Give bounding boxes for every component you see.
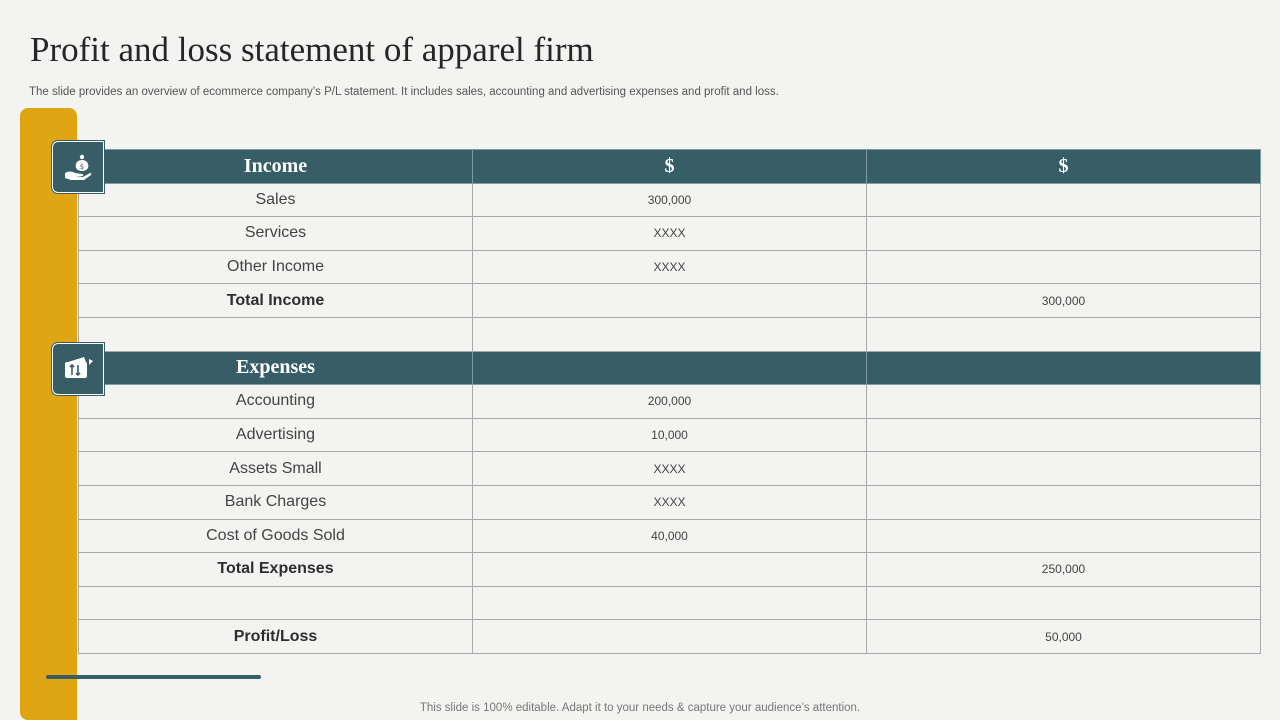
empty-cell: [866, 585, 1261, 621]
row-total: [866, 417, 1261, 453]
empty-cell: [866, 316, 1261, 352]
page-subtitle: The slide provides an overview of ecomme…: [29, 86, 779, 98]
row-total: 50,000: [866, 619, 1261, 654]
row-label: Total Income: [78, 283, 473, 318]
table-row-empty: [78, 316, 1261, 352]
income-header-label: Income: [78, 149, 473, 184]
row-amount: XXXX: [472, 216, 867, 251]
row-amount: XXXX: [472, 451, 867, 486]
wallet-transfer-icon: [65, 357, 93, 378]
table-row: Other Income XXXX: [78, 249, 1261, 285]
table-row: Sales 300,000: [78, 182, 1261, 218]
row-amount: 40,000: [472, 518, 867, 554]
decorative-underline: [46, 675, 261, 679]
row-total: 300,000: [866, 283, 1261, 318]
row-label: Bank Charges: [78, 484, 473, 520]
row-total: [866, 484, 1261, 520]
row-total: [866, 182, 1261, 218]
pl-table-container: Income $ $ Sales 300,000 Services XXXX O…: [78, 149, 1261, 654]
svg-text:$: $: [80, 163, 84, 171]
row-total: 250,000: [866, 552, 1261, 587]
row-amount: 10,000: [472, 417, 867, 453]
row-total: [866, 384, 1261, 419]
row-amount: [472, 283, 867, 318]
row-total: [866, 216, 1261, 251]
row-label: Sales: [78, 182, 473, 218]
money-bag-hand-icon: $: [65, 154, 92, 180]
row-total: [866, 249, 1261, 285]
row-label: Cost of Goods Sold: [78, 518, 473, 554]
table-row: Advertising 10,000: [78, 417, 1261, 453]
footer-note: This slide is 100% editable. Adapt it to…: [419, 702, 861, 714]
pl-table: Income $ $ Sales 300,000 Services XXXX O…: [78, 149, 1261, 654]
empty-cell: [472, 316, 867, 352]
expenses-header-col2: [472, 350, 867, 386]
page-title: Profit and loss statement of apparel fir…: [30, 30, 594, 69]
table-row: Bank Charges XXXX: [78, 484, 1261, 520]
row-label: Advertising: [78, 417, 473, 453]
income-header-col3: $: [866, 149, 1261, 184]
expenses-icon-box: [52, 343, 104, 395]
accent-side-bar: [20, 108, 77, 720]
row-amount: 300,000: [472, 182, 867, 218]
empty-cell: [78, 316, 473, 352]
row-amount: [472, 619, 867, 654]
table-row: Cost of Goods Sold 40,000: [78, 518, 1261, 554]
table-row: Accounting 200,000: [78, 384, 1261, 419]
profit-loss-row: Profit/Loss 50,000: [78, 619, 1261, 654]
row-amount: [472, 552, 867, 587]
table-row: Total Income 300,000: [78, 283, 1261, 318]
row-amount: 200,000: [472, 384, 867, 419]
row-total: [866, 518, 1261, 554]
row-label: Accounting: [78, 384, 473, 419]
expenses-header-label: Expenses: [78, 350, 473, 386]
expenses-header-col3: [866, 350, 1261, 386]
row-label: Assets Small: [78, 451, 473, 486]
row-amount: XXXX: [472, 249, 867, 285]
row-label: Other Income: [78, 249, 473, 285]
table-row-empty: [78, 585, 1261, 621]
row-label: Services: [78, 216, 473, 251]
row-label: Profit/Loss: [78, 619, 473, 654]
income-header-row: Income $ $: [78, 149, 1261, 184]
table-row: Total Expenses 250,000: [78, 552, 1261, 587]
table-row: Services XXXX: [78, 216, 1261, 251]
table-row: Assets Small XXXX: [78, 451, 1261, 486]
row-amount: XXXX: [472, 484, 867, 520]
empty-cell: [472, 585, 867, 621]
row-total: [866, 451, 1261, 486]
income-icon-box: $: [52, 141, 104, 193]
row-label: Total Expenses: [78, 552, 473, 587]
income-header-col2: $: [472, 149, 867, 184]
empty-cell: [78, 585, 473, 621]
expenses-header-row: Expenses: [78, 350, 1261, 386]
